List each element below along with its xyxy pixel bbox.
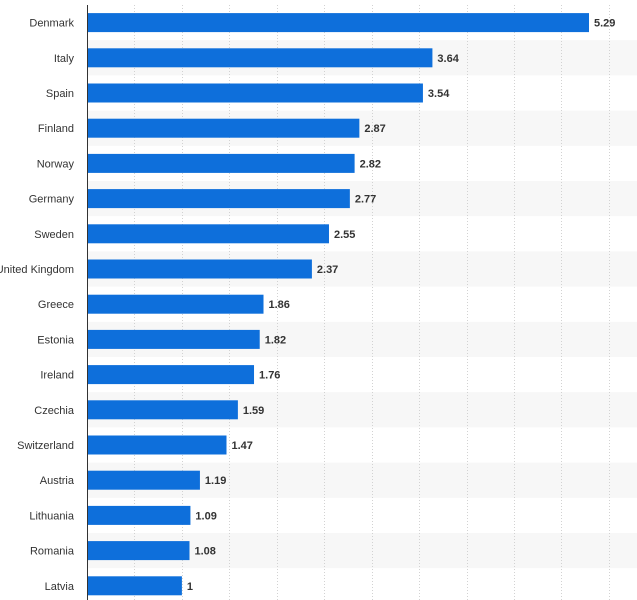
bar [87,435,227,455]
value-label: 5.29 [594,18,615,30]
category-label: Italy [54,53,75,65]
bar [87,505,191,525]
category-label: Denmark [29,18,74,30]
value-label: 2.37 [317,264,338,276]
value-label: 2.77 [355,194,376,206]
value-label: 1 [187,581,193,593]
category-label: Latvia [45,581,75,593]
value-label: 1.59 [243,405,264,417]
bar [87,576,182,596]
category-label: Norway [37,158,75,170]
bar [87,329,260,349]
value-label: 1.09 [195,510,216,522]
value-label: 1.76 [259,370,280,382]
value-label: 1.08 [194,546,215,558]
category-label: Greece [38,299,74,311]
category-label: United Kingdom [0,264,74,276]
bar [87,259,312,279]
bar [87,470,200,490]
value-label: 1.47 [231,440,252,452]
bars [87,13,589,596]
value-label: 3.64 [437,53,459,65]
value-label: 1.86 [269,299,290,311]
value-label: 3.54 [428,88,450,100]
category-label: Ireland [40,370,74,382]
value-label: 2.55 [334,229,355,241]
category-label: Switzerland [17,440,74,452]
value-label: 2.82 [360,158,381,170]
bar [87,294,264,314]
category-label: Germany [29,194,75,206]
bar [87,365,255,385]
bar [87,83,423,103]
bar [87,118,360,138]
bar [87,13,589,33]
category-label: Sweden [34,229,74,241]
value-label: 1.19 [205,475,226,487]
category-label: Romania [30,546,75,558]
bar [87,224,329,244]
gridlines [134,5,610,600]
value-label: 1.82 [265,334,286,346]
category-label: Czechia [34,405,75,417]
category-label: Lithuania [29,510,75,522]
bar [87,189,350,209]
category-label: Finland [38,123,74,135]
category-label: Estonia [37,334,75,346]
category-labels: Denmark Italy Spain Finland Norway Germany Swe… [0,18,75,593]
bar [87,400,238,420]
value-labels: 5.29 3.64 3.54 2.87 2.82 2.77 2.55 2.37 1.86 1.82… [187,18,616,593]
value-label: 2.87 [364,123,385,135]
category-label: Austria [40,475,75,487]
bar [87,48,433,68]
bar [87,541,190,561]
bar [87,153,355,173]
category-label: Spain [46,88,74,100]
